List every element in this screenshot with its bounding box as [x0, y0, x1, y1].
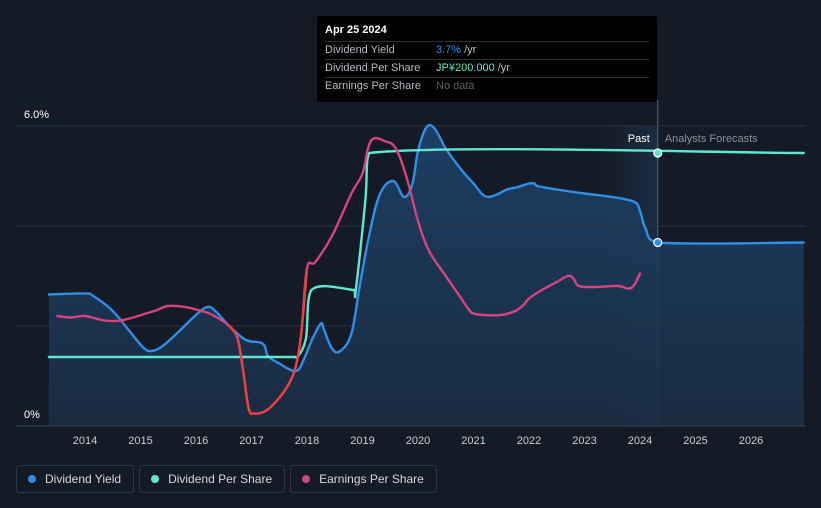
dividend-yield-line	[47, 123, 805, 373]
legend-label: Dividend Per Share	[168, 472, 273, 486]
tooltip-value: 3.7%	[436, 44, 462, 56]
x-tick-label: 2017	[239, 435, 263, 447]
earnings-per-share-line	[56, 136, 642, 415]
x-tick-label: 2015	[128, 435, 152, 447]
x-tick-label: 2024	[628, 435, 652, 447]
x-tick-label: 2018	[295, 435, 319, 447]
x-tick-label: 2019	[350, 435, 374, 447]
chart-legend: Dividend Yield Dividend Per Share Earnin…	[16, 465, 437, 493]
x-tick-label: 2016	[184, 435, 208, 447]
earnings-per-share-negative-segment	[228, 267, 309, 415]
legend-label: Dividend Yield	[45, 472, 122, 486]
legend-dot-icon	[302, 475, 311, 483]
tooltip-label: Dividend Per Share	[325, 62, 421, 74]
legend-dot-icon	[151, 475, 160, 483]
legend-item-earnings-per-share[interactable]: Earnings Per Share	[290, 465, 437, 493]
legend-item-dividend-yield[interactable]: Dividend Yield	[16, 465, 135, 493]
forecast-label: Analysts Forecasts	[665, 133, 758, 145]
x-tick-label: 2014	[73, 435, 97, 447]
legend-item-dividend-per-share[interactable]: Dividend Per Share	[139, 465, 286, 493]
tooltip-date: Apr 25 2024	[325, 24, 649, 42]
dividend-yield-marker	[653, 237, 663, 248]
tooltip-value: No data	[436, 80, 475, 92]
tooltip-label: Dividend Yield	[325, 44, 395, 56]
y-tick-label: 0%	[24, 409, 40, 421]
tooltip-unit: /yr	[464, 44, 477, 56]
x-tick-label: 2025	[683, 435, 707, 447]
tooltip-unit: /yr	[497, 62, 510, 74]
tooltip-row-earnings-per-share: Earnings Per Share No data	[325, 78, 649, 95]
tooltip-label: Earnings Per Share	[325, 80, 421, 92]
tooltip-row-dividend-yield: Dividend Yield 3.7% /yr	[325, 42, 649, 60]
hover-tooltip: Apr 25 2024 Dividend Yield 3.7% /yr Divi…	[317, 16, 657, 102]
tooltip-row-dividend-per-share: Dividend Per Share JP¥200.000 /yr	[325, 60, 649, 78]
legend-dot-icon	[28, 475, 36, 483]
dividend-yield-area	[48, 125, 804, 427]
y-tick-label: 6.0%	[24, 109, 49, 121]
past-label: Past	[628, 133, 650, 145]
x-tick-label: 2020	[406, 435, 430, 447]
tooltip-value: JP¥200.000	[436, 62, 495, 74]
legend-label: Earnings Per Share	[319, 472, 424, 486]
x-tick-label: 2026	[739, 435, 763, 447]
x-tick-label: 2021	[461, 435, 485, 447]
dividend-per-share-marker	[653, 148, 663, 158]
dividend-per-share-line	[47, 147, 805, 360]
x-tick-label: 2023	[572, 435, 596, 447]
x-tick-label: 2022	[517, 435, 541, 447]
